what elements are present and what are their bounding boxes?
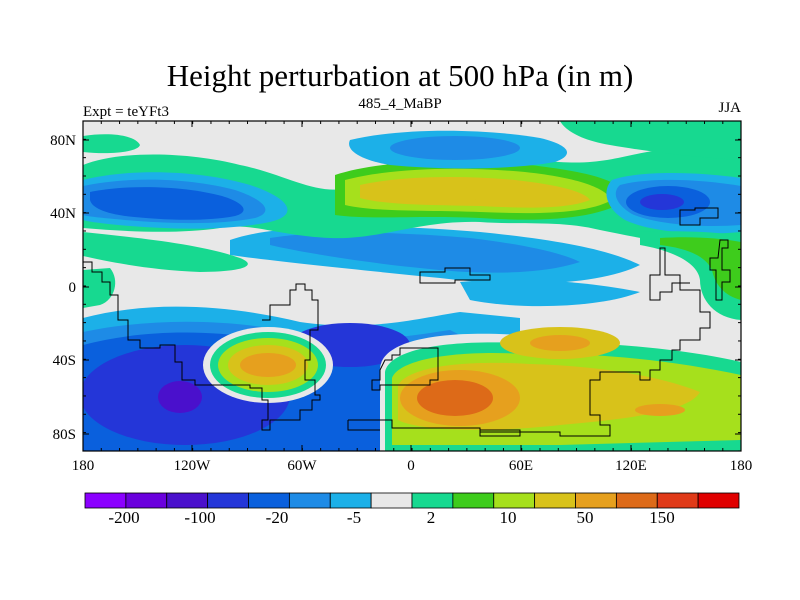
colorbar-swatch [575, 492, 617, 509]
y-tick-label-80n: 80N [50, 133, 76, 149]
colorbar-swatch [615, 492, 658, 509]
colorbar-label-5: 2 [427, 508, 436, 527]
x-tick-label-0: 0 [407, 458, 415, 474]
map-title: Height perturbation at 500 hPa (in m) [166, 58, 634, 93]
x-tick-label-60w: 60W [287, 458, 317, 474]
colorbar-label-2: -100 [184, 508, 215, 527]
colorbar-label-4: -5 [347, 508, 361, 527]
map-subtitle: 485_4_MaBP [358, 96, 442, 112]
colorbar-swatch [697, 492, 740, 509]
colorbar-swatch [411, 492, 454, 509]
x-tick-label-180w: 180 [72, 458, 95, 474]
colorbar-swatch [207, 492, 249, 509]
colorbar-labels: -200 -100 -20 -5 2 10 50 150 [108, 508, 674, 527]
colorbar-label-6: 10 [500, 508, 517, 527]
colorbar-swatch [288, 492, 331, 509]
y-tick-label-40n: 40N [50, 206, 76, 222]
colorbar-swatch [84, 492, 127, 509]
y-tick-label-40s: 40S [53, 353, 76, 369]
colorbar-swatch [534, 492, 576, 509]
x-tick-label-120w: 120W [174, 458, 212, 474]
colorbar [84, 492, 740, 509]
colorbar-label-8: 150 [649, 508, 675, 527]
height-field [83, 121, 741, 451]
coastlines [83, 207, 731, 437]
colorbar-swatch [166, 492, 209, 509]
y-tick-label-eq: 0 [69, 280, 77, 296]
season-label: JJA [718, 100, 741, 116]
colorbar-swatch [370, 492, 413, 509]
experiment-label: Expt = teYFt3 [83, 104, 169, 120]
x-tick-label-60e: 60E [509, 458, 533, 474]
axis-ticks [82, 120, 742, 452]
x-tick-label-120e: 120E [615, 458, 647, 474]
colorbar-swatch [125, 492, 168, 509]
colorbar-swatch [248, 492, 290, 509]
colorbar-swatch [329, 492, 372, 509]
colorbar-swatch [493, 492, 536, 509]
colorbar-swatch [452, 492, 495, 509]
colorbar-label-7: 50 [577, 508, 594, 527]
colorbar-label-1: -200 [108, 508, 139, 527]
colorbar-label-3: -20 [266, 508, 289, 527]
x-tick-label-180e: 180 [730, 458, 753, 474]
colorbar-swatch [656, 492, 699, 509]
y-tick-label-80s: 80S [53, 427, 76, 443]
